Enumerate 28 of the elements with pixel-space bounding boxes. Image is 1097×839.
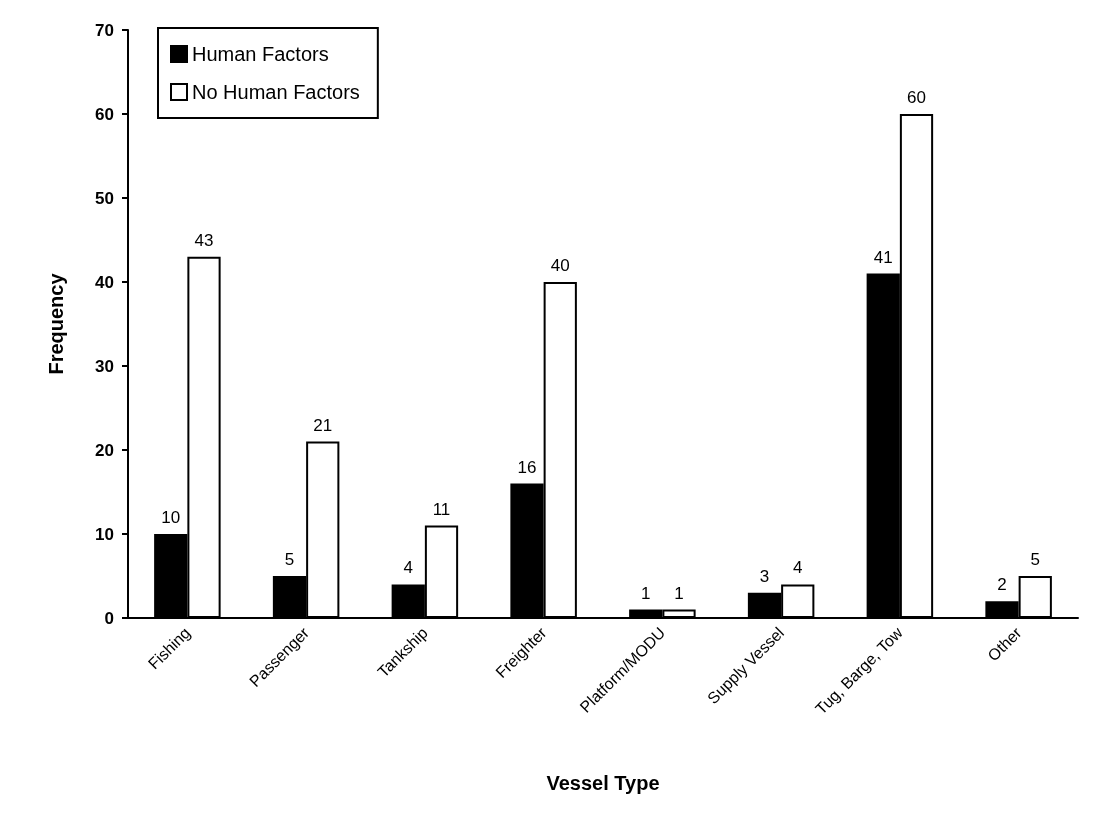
data-label: 60 <box>907 88 926 107</box>
data-label: 4 <box>793 558 803 578</box>
y-tick-label: 20 <box>95 440 114 460</box>
y-tick-label: 0 <box>104 608 114 628</box>
y-tick-label: 40 <box>95 272 114 292</box>
y-tick-label: 10 <box>95 524 114 544</box>
data-label: 1 <box>641 583 651 603</box>
y-tick-label: 60 <box>95 104 114 124</box>
y-tick-label: 70 <box>95 20 114 40</box>
legend-label: No Human Factors <box>192 81 360 103</box>
data-label: 21 <box>313 415 333 435</box>
data-label: 40 <box>550 256 570 275</box>
y-tick-label: 50 <box>95 188 114 208</box>
data-label: 5 <box>1030 550 1040 569</box>
data-label: 2 <box>997 575 1007 595</box>
data-label: 1 <box>674 583 684 603</box>
data-label: 43 <box>194 230 214 250</box>
x-axis-title: Vessel Type <box>546 772 660 794</box>
data-label: 11 <box>432 499 451 519</box>
data-label: 3 <box>759 566 770 586</box>
data-label: 10 <box>161 508 181 527</box>
data-label: 41 <box>873 247 893 267</box>
legend-label: Human Factors <box>192 43 329 65</box>
y-axis-title: Frequency <box>45 272 67 375</box>
data-label: 4 <box>403 558 413 578</box>
y-tick-label: 30 <box>95 356 114 376</box>
data-label: 5 <box>284 550 295 569</box>
data-label: 16 <box>517 457 537 477</box>
